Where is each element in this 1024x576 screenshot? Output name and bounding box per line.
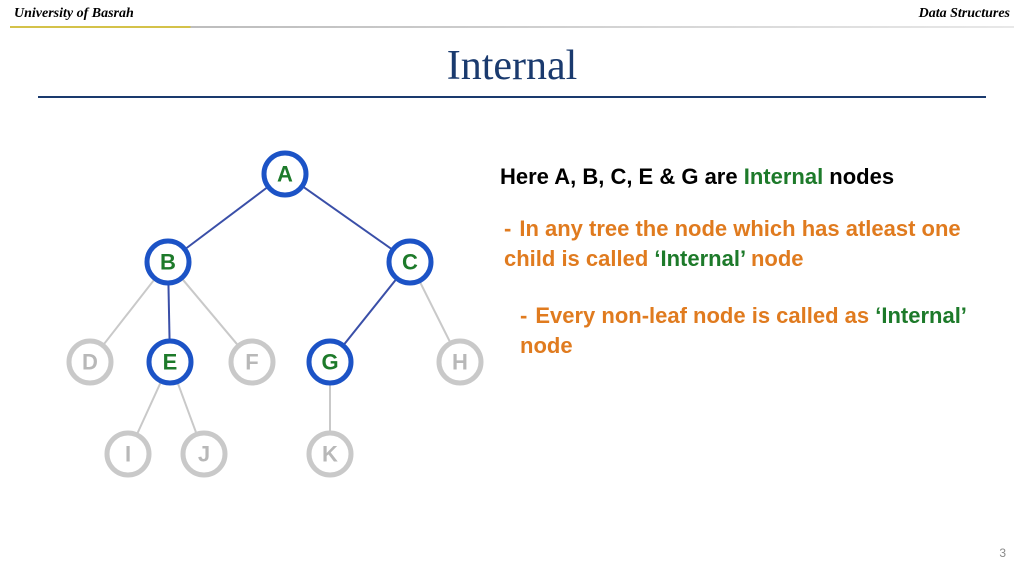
summary-accent: Internal (744, 164, 823, 189)
node-label: I (125, 442, 131, 467)
tree-edge (103, 279, 155, 346)
title-underline (38, 96, 986, 98)
bullet-list: -In any tree the node which has atleast … (500, 214, 1014, 361)
node-label: G (321, 350, 338, 375)
summary-suffix: nodes (823, 164, 894, 189)
bullet-accent: ‘Internal’ (654, 246, 744, 271)
node-label: A (277, 162, 293, 187)
tree-edge (137, 381, 162, 435)
tree-edge (302, 186, 393, 250)
tree-node-C: C (389, 241, 431, 283)
tree-node-A: A (264, 153, 306, 195)
tree-edge (185, 187, 268, 250)
header-right: Data Structures (919, 6, 1010, 22)
node-label: H (452, 350, 468, 375)
tree-edge (182, 278, 239, 346)
tree-node-B: B (147, 241, 189, 283)
top-rule (10, 26, 1014, 28)
tree-edge (419, 281, 450, 343)
tree-node-D: D (69, 341, 111, 383)
bullet-dash: - (504, 216, 511, 241)
tree-node-J: J (183, 433, 225, 475)
content-row: A B C D E F G H I J K Here A, B, C, E & G are Inte… (0, 144, 1024, 504)
tree-node-H: H (439, 341, 481, 383)
node-label: K (322, 442, 338, 467)
tree-edge (343, 278, 397, 345)
slide-title: Internal (0, 42, 1024, 90)
tree-node-I: I (107, 433, 149, 475)
node-label: J (198, 442, 210, 467)
page-number: 3 (999, 546, 1006, 560)
tree-node-F: F (231, 341, 273, 383)
node-label: E (163, 350, 178, 375)
summary-line: Here A, B, C, E & G are Internal nodes (500, 164, 1014, 190)
tree-diagram: A B C D E F G H I J K (10, 144, 500, 504)
slide-header: University of Basrah Data Structures (0, 0, 1024, 24)
node-label: D (82, 350, 98, 375)
node-label: B (160, 250, 176, 275)
bullet-item: -Every non-leaf node is called as ‘Inter… (500, 301, 1014, 360)
tree-edge (177, 382, 196, 435)
tree-node-G: G (309, 341, 351, 383)
tree-node-K: K (309, 433, 351, 475)
bullet-accent: ‘Internal’ (875, 303, 965, 328)
node-label: C (402, 250, 418, 275)
bullet-post: node (745, 246, 804, 271)
node-label: F (245, 350, 258, 375)
header-left: University of Basrah (14, 6, 134, 22)
bullet-post: node (520, 333, 573, 358)
summary-prefix: Here A, B, C, E & G are (500, 164, 744, 189)
tree-node-E: E (149, 341, 191, 383)
bullet-pre: Every non-leaf node is called as (535, 303, 875, 328)
tree-svg: A B C D E F G H I J K (10, 144, 500, 504)
slide-page: University of Basrah Data Structures Int… (0, 0, 1024, 576)
tree-edge (168, 283, 169, 341)
bullet-dash: - (520, 303, 527, 328)
explanation-area: Here A, B, C, E & G are Internal nodes -… (500, 144, 1014, 389)
bullet-item: -In any tree the node which has atleast … (500, 214, 1014, 273)
